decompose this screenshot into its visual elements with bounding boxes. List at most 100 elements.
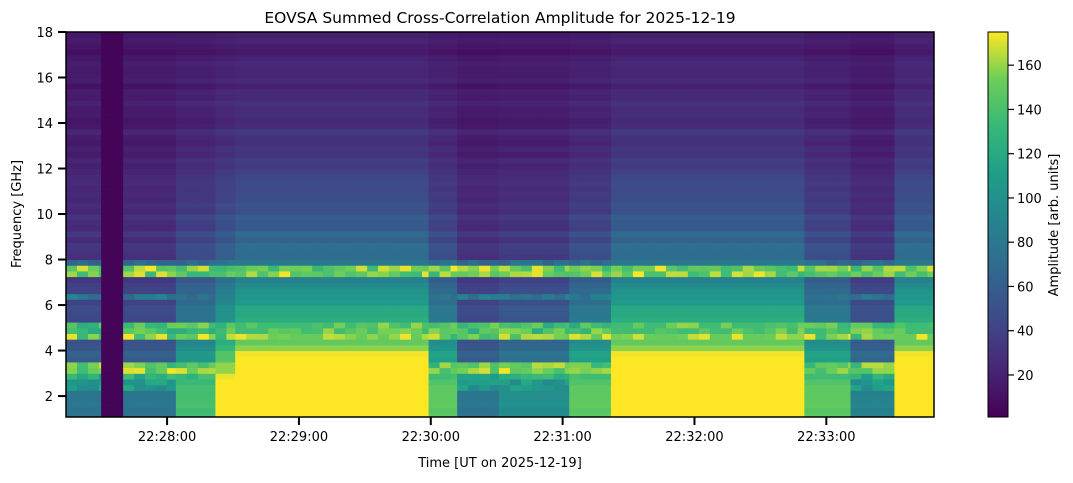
heatmap-cell (145, 305, 157, 312)
heatmap-cell (428, 174, 441, 181)
heatmap-cell (389, 49, 401, 56)
heatmap-cell (145, 276, 157, 283)
heatmap-cell (654, 134, 667, 141)
heatmap-cell (226, 333, 236, 340)
heatmap-cell (580, 231, 592, 238)
heatmap-cell (290, 77, 302, 84)
heatmap-cell (134, 88, 146, 96)
heatmap-cell (367, 413, 379, 417)
heatmap-cell (742, 231, 755, 238)
heatmap-cell (490, 49, 500, 56)
heatmap-cell (290, 179, 302, 187)
heatmap-cell (720, 219, 733, 226)
heatmap-cell (156, 117, 168, 124)
heatmap-cell (520, 37, 533, 44)
heatmap-cell (468, 145, 480, 152)
heatmap-cell (786, 219, 799, 226)
heatmap-cell (676, 185, 689, 192)
heatmap-cell (389, 54, 401, 61)
heatmap-cell (520, 242, 533, 249)
heatmap-cell (290, 134, 302, 141)
heatmap-cell (591, 77, 603, 84)
heatmap-cell (698, 49, 711, 56)
heatmap-cell (257, 236, 269, 243)
heatmap-cell (301, 225, 313, 232)
heatmap-cell (610, 140, 623, 147)
heatmap-cell (301, 66, 313, 73)
heatmap-cell (197, 225, 210, 232)
heatmap-cell (123, 168, 135, 175)
heatmap-cell (411, 293, 423, 300)
heatmap-cell (356, 54, 368, 61)
heatmap-cell (323, 54, 335, 61)
heatmap-cell (610, 111, 623, 118)
heatmap-cell (687, 168, 700, 175)
heatmap-cell (815, 83, 827, 90)
heatmap-cell (334, 60, 346, 67)
heatmap-cell (643, 214, 656, 221)
heatmap-cell (246, 140, 258, 147)
heatmap-cell (520, 128, 533, 135)
heatmap-cell (753, 316, 766, 323)
heatmap-cell (145, 248, 157, 255)
heatmap-cell (175, 43, 188, 50)
heatmap-cell (186, 327, 199, 334)
heatmap-cell (632, 179, 645, 187)
heatmap-cell (654, 242, 667, 249)
heatmap-cell (490, 145, 500, 152)
heatmap-cell (279, 54, 291, 61)
heatmap-cell (580, 191, 592, 198)
heatmap-cell (602, 225, 612, 232)
heatmap-cell (786, 327, 799, 334)
heatmap-cell (197, 32, 210, 39)
heatmap-cell (87, 259, 100, 266)
heatmap-cell (665, 361, 678, 369)
heatmap-cell (101, 179, 113, 187)
heatmap-cell (520, 60, 533, 67)
heatmap-cell (186, 219, 199, 226)
heatmap-cell (134, 282, 146, 289)
heatmap-cell (531, 361, 544, 369)
heatmap-cell (815, 162, 827, 170)
heatmap-cell (123, 242, 135, 249)
heatmap-cell (632, 66, 645, 73)
heatmap-cell (479, 111, 491, 118)
heatmap-cell (246, 32, 258, 39)
heatmap-cell (591, 356, 603, 363)
heatmap-cell (786, 310, 799, 317)
heatmap-cell (468, 196, 480, 204)
heatmap-cell (479, 253, 491, 261)
heatmap-cell (112, 413, 124, 417)
heatmap-cell (542, 185, 555, 192)
heatmap-cell (632, 185, 645, 192)
heatmap-cell (786, 322, 799, 329)
heatmap-cell (654, 145, 667, 152)
heatmap-cell (356, 168, 368, 175)
heatmap-cell (632, 310, 645, 317)
heatmap-cell (439, 413, 452, 417)
heatmap-cell (498, 191, 511, 198)
heatmap-cell (197, 134, 210, 141)
heatmap-cell (742, 37, 755, 44)
heatmap-cell (591, 145, 603, 152)
heatmap-cell (731, 356, 744, 363)
heatmap-cell (101, 43, 113, 50)
heatmap-cell (753, 54, 766, 61)
heatmap-cell (378, 37, 390, 44)
heatmap-cell (531, 100, 544, 107)
heatmap-cell (621, 100, 634, 107)
heatmap-cell (334, 214, 346, 221)
heatmap-cell (490, 123, 500, 130)
heatmap-cell (621, 32, 634, 39)
heatmap-cell (356, 333, 368, 340)
heatmap-cell (123, 54, 135, 61)
heatmap-cell (610, 105, 623, 113)
heatmap-cell (378, 111, 390, 118)
heatmap-cell (66, 214, 78, 221)
heatmap-cell (621, 54, 634, 61)
heatmap-cell (439, 305, 452, 312)
heatmap-cell (753, 128, 766, 135)
heatmap-cell (87, 390, 100, 397)
heatmap-cell (439, 356, 452, 363)
heatmap-cell (197, 145, 210, 152)
